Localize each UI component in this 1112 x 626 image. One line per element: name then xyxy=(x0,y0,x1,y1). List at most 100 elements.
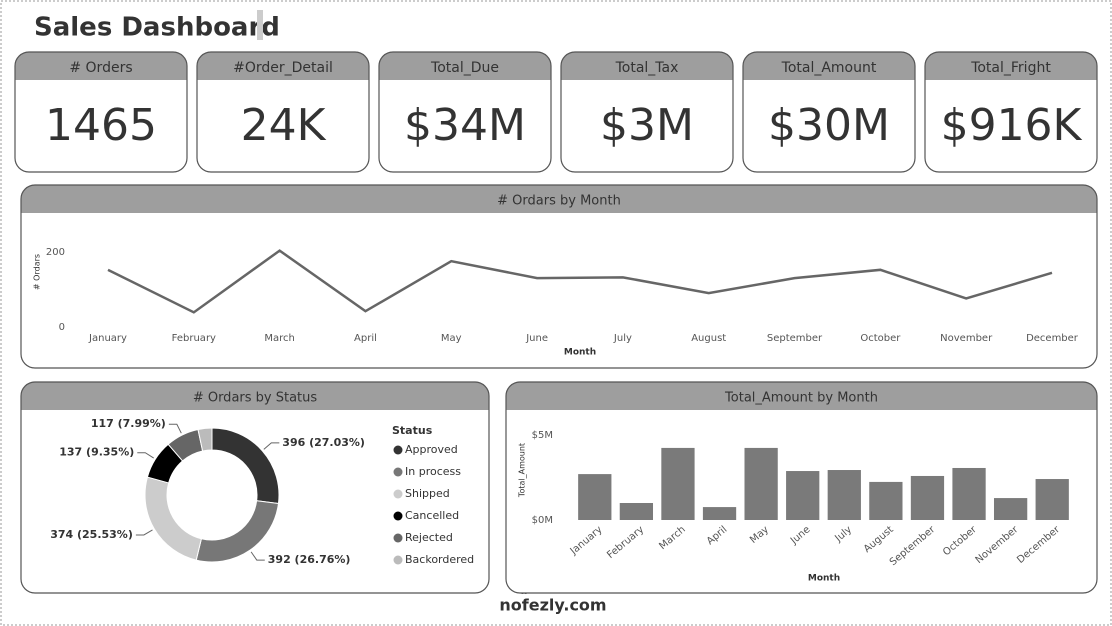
card-value: 1465 xyxy=(45,100,157,151)
card-border xyxy=(924,51,1098,173)
card-header xyxy=(379,52,551,80)
data-label: 117 (7.99%) xyxy=(91,417,166,430)
card-panel xyxy=(925,52,1097,172)
bar-chart-border xyxy=(505,381,1098,594)
legend-label: Shipped xyxy=(405,487,450,500)
legend-label: Rejected xyxy=(405,531,453,544)
legend-label: In process xyxy=(405,465,461,478)
bar xyxy=(910,475,945,520)
card-border xyxy=(14,51,188,173)
bar xyxy=(1035,479,1069,520)
bar xyxy=(578,474,612,520)
bar xyxy=(619,503,654,520)
bar xyxy=(702,507,737,520)
dashboard-title: Sales Dashboard xyxy=(34,13,280,43)
card-header xyxy=(197,52,369,80)
card-label: #Order_Detail xyxy=(233,60,333,76)
chart-title: # Ordars by Status xyxy=(193,391,318,406)
bar xyxy=(952,467,986,520)
card-panel xyxy=(379,52,551,172)
legend-label: Cancelled xyxy=(405,509,459,522)
card-label: # Orders xyxy=(69,60,132,76)
leader-line xyxy=(135,529,153,536)
x-axis-label: Month xyxy=(808,574,840,584)
bar-chart-header xyxy=(506,382,1097,410)
leader-line xyxy=(250,551,265,561)
card-value: $34M xyxy=(404,100,526,151)
x-tick-label: June xyxy=(525,333,548,344)
pie-chart-border xyxy=(20,381,490,594)
x-tick-label: May xyxy=(441,333,462,344)
donut-slice xyxy=(197,427,213,452)
legend-label: Backordered xyxy=(405,553,474,566)
line-chart-panel xyxy=(21,185,1097,368)
x-tick-label: October xyxy=(860,333,901,344)
card-header xyxy=(743,52,915,80)
card-panel xyxy=(197,52,369,172)
card-label: Total_Amount xyxy=(781,60,877,76)
watermark: nofezly.com xyxy=(499,596,606,615)
x-tick-label: December xyxy=(1026,333,1079,344)
x-tick-label: August xyxy=(691,333,726,344)
data-label: 374 (25.53%) xyxy=(50,528,133,541)
card-value: 24K xyxy=(241,100,327,151)
y-axis-label: Total_Amount xyxy=(518,443,527,498)
legend-swatch xyxy=(393,445,403,455)
x-tick-label: April xyxy=(354,333,377,344)
legend-swatch xyxy=(393,511,403,521)
bar xyxy=(786,471,820,520)
card-value: $3M xyxy=(600,100,694,151)
data-label: 392 (26.76%) xyxy=(268,553,351,566)
y-tick-label: $5M xyxy=(532,430,553,441)
pie-chart-header xyxy=(21,382,489,410)
chart-title: Total_Amount by Month xyxy=(724,391,878,406)
card-label: Total_Due xyxy=(430,60,499,76)
legend-swatch xyxy=(393,489,403,499)
leader-line xyxy=(137,452,154,459)
legend-title: Status xyxy=(392,424,433,437)
legend-label: Approved xyxy=(405,443,458,456)
x-axis-label: Month xyxy=(564,348,596,358)
line xyxy=(107,249,1053,314)
card-border xyxy=(196,51,370,173)
card-header xyxy=(925,52,1097,80)
card-header xyxy=(15,52,187,80)
legend-swatch xyxy=(393,533,403,543)
leader-line xyxy=(168,423,182,434)
y-tick-label: 0 xyxy=(59,322,65,333)
bar xyxy=(744,447,778,520)
legend-swatch xyxy=(393,467,403,477)
bar xyxy=(993,498,1028,520)
card-label: Total_Tax xyxy=(615,60,679,76)
card-value: $916K xyxy=(941,100,1083,151)
line-chart-border xyxy=(20,184,1098,369)
card-panel xyxy=(561,52,733,172)
y-tick-label: $0M xyxy=(532,515,553,526)
y-tick-label: 200 xyxy=(46,247,65,258)
data-label: 137 (9.35%) xyxy=(59,446,134,459)
card-panel xyxy=(743,52,915,172)
y-axis-label: # Ordars xyxy=(33,254,42,290)
card-border xyxy=(742,51,916,173)
card-header xyxy=(561,52,733,80)
bar xyxy=(869,481,903,520)
card-panel xyxy=(15,52,187,172)
line-chart-header xyxy=(21,185,1097,213)
card-label: Total_Fright xyxy=(970,60,1051,76)
legend-swatch xyxy=(393,555,403,565)
card-border xyxy=(378,51,552,173)
card-border xyxy=(560,51,734,173)
x-tick-label: February xyxy=(172,333,216,344)
chart-title: # Ordars by Month xyxy=(497,194,621,209)
bar xyxy=(827,470,861,520)
x-tick-label: March xyxy=(264,333,294,344)
title-accent xyxy=(257,10,263,40)
leader-line xyxy=(263,442,280,450)
data-label: 396 (27.03%) xyxy=(282,436,365,449)
x-tick-label: July xyxy=(613,333,632,344)
x-tick-label: November xyxy=(940,333,993,344)
pie-chart-panel xyxy=(21,382,489,593)
card-value: $30M xyxy=(768,100,890,151)
bar xyxy=(661,447,695,520)
